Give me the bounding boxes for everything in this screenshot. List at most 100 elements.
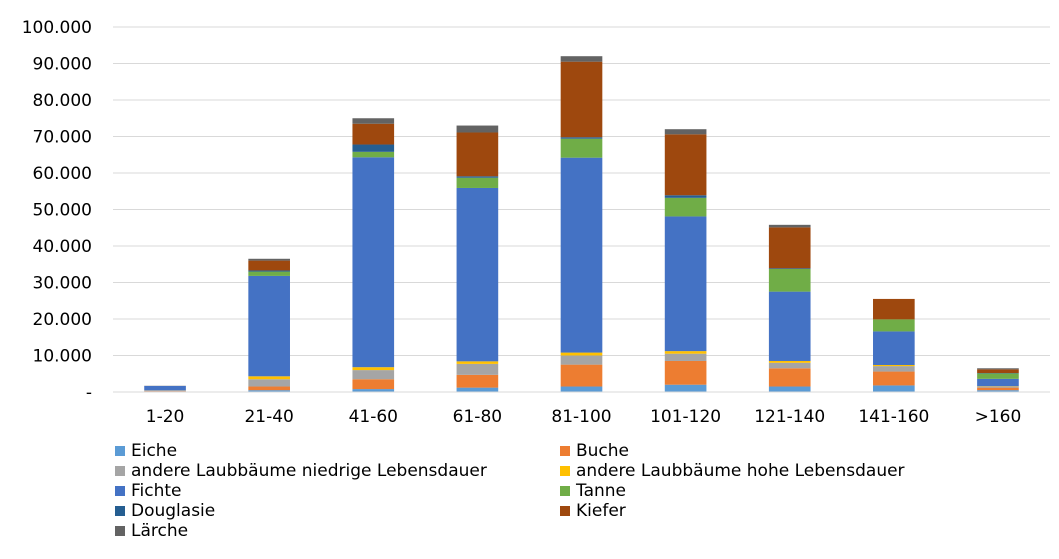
legend-item: Kiefer [560,501,626,521]
bar-segment-andere-laubbäume-hohe-lebensdauer-3 [456,361,499,364]
legend-item: Douglasie [115,501,215,521]
legend-swatch [115,526,125,536]
bar-segment-kiefer-6 [768,227,811,269]
bar-segment-eiche-3 [456,387,499,392]
legend-label: Douglasie [131,501,216,521]
bar-segment-buche-8 [977,387,1019,391]
bar-segment-fichte-2 [352,157,395,368]
bar-segment-andere-laubbäume-hohe-lebensdauer-5 [664,351,707,354]
bar-segment-fichte-7 [873,331,915,365]
bar-segment-lärche-1 [248,258,290,261]
bar-segment-andere-laubbäume-hohe-lebensdauer-6 [768,360,811,363]
bar-segment-andere-laubbäume-niedrige-lebensdauer-4 [560,355,603,365]
y-tick-label: 90.000 [33,55,92,75]
bar-segment-fichte-3 [456,187,499,362]
bar-segment-kiefer-2 [352,123,395,145]
bar-segment-tanne-1 [248,271,290,276]
bar-segment-douglasie-3 [456,176,499,178]
bar-segment-andere-laubbäume-niedrige-lebensdauer-2 [352,370,395,380]
y-tick-label: 70.000 [33,128,92,148]
bar-segment-buche-2 [352,379,395,390]
bar-segment-buche-3 [456,374,499,388]
bar-segment-eiche-2 [352,389,395,392]
y-axis-ticks: - 10.000 20.000 30.000 40.000 50.000 60.000 70.… [22,18,92,403]
bar-segment-tanne-5 [664,197,707,217]
x-tick-label: 101-120 [650,407,721,427]
bar-segment-andere-laubbäume-hohe-lebensdauer-1 [248,376,290,380]
y-tick-label: 50.000 [33,201,92,221]
bar-segment-buche-5 [664,360,707,385]
y-tick-label: 40.000 [33,237,92,257]
y-tick-label: 30.000 [33,274,92,294]
bar-segment-lärche-8 [977,368,1019,370]
bar-segment-andere-laubbäume-niedrige-lebensdauer-7 [873,366,915,372]
legend-swatch [560,486,570,496]
bar-segment-lärche-4 [560,56,603,62]
legend-label: Kiefer [576,501,626,521]
bar-segment-kiefer-7 [873,298,915,320]
x-tick-label: 121-140 [754,407,825,427]
y-tick-label: 80.000 [33,91,92,111]
bar-segment-lärche-2 [352,118,395,124]
y-tick-label: 10.000 [33,347,92,367]
bar-segment-douglasie-6 [768,268,811,269]
bar-segment-douglasie-4 [560,137,603,139]
bar-segment-fichte-4 [560,157,603,353]
x-tick-label: 61-80 [453,407,502,427]
legend-item: Fichte [115,481,182,501]
y-tick-label: 20.000 [33,310,92,330]
bar-segment-andere-laubbäume-hohe-lebensdauer-7 [873,364,915,367]
legend-label: Tanne [576,481,626,501]
stacked-bar-chart: - 10.000 20.000 30.000 40.000 50.000 60.000 70.… [22,18,1050,427]
bar-segment-andere-laubbäume-niedrige-lebensdauer-3 [456,363,499,375]
x-tick-label: 141-160 [858,407,929,427]
legend-label: Lärche [131,521,189,541]
bar-segment-tanne-6 [768,268,811,292]
bar-segment-tanne-7 [873,319,915,332]
bar-segment-buche-7 [873,371,915,386]
x-axis-ticks: 1-20 21-40 41-60 61-80 81-100 101-120 121-140 1… [146,407,1022,427]
bar-segment-andere-laubbäume-niedrige-lebensdauer-5 [664,353,707,361]
bar-segment-buche-4 [560,364,603,387]
bar-segment-douglasie-2 [352,144,395,152]
bar-segment-eiche-4 [560,386,603,392]
bar-segment-kiefer-5 [664,134,707,196]
bar-segment-andere-laubbäume-hohe-lebensdauer-4 [560,352,603,356]
bar-segment-fichte-1 [248,275,290,377]
bar-segment-kiefer-3 [456,132,499,177]
bar-segment-lärche-6 [768,224,811,228]
bar-segment-eiche-1 [248,390,290,392]
bar-segment-douglasie-1 [248,270,290,272]
legend-item: Lärche [115,521,188,541]
bar-segment-fichte-0 [144,385,186,391]
legend-item: Tanne [560,481,626,501]
bar-segment-kiefer-4 [560,61,603,138]
bar-segment-kiefer-8 [977,369,1019,374]
bar-segment-buche-6 [768,368,811,387]
bar-segment-douglasie-5 [664,195,707,198]
bars [144,56,1019,392]
bar-segment-eiche-7 [873,385,915,392]
bar-segment-tanne-8 [977,373,1019,379]
legend-swatch [560,506,570,516]
bar-segment-fichte-6 [768,291,811,361]
y-tick-label: 100.000 [22,18,92,38]
x-tick-label: 1-20 [146,407,185,427]
legend-swatch [115,486,125,496]
bar-segment-tanne-3 [456,177,499,188]
legend-label: Fichte [131,481,182,501]
bar-segment-lärche-5 [664,129,707,135]
bar-segment-fichte-8 [977,378,1019,387]
bar-segment-fichte-5 [664,216,707,352]
bar-segment-andere-laubbäume-niedrige-lebensdauer-6 [768,362,811,369]
bar-segment-eiche-8 [977,390,1019,392]
x-tick-label: 41-60 [349,407,398,427]
bar-segment-buche-1 [248,386,290,391]
y-tick-label: 60.000 [33,164,92,184]
x-tick-label: 21-40 [244,407,293,427]
x-tick-label: >160 [975,407,1022,427]
y-tick-label: - [86,383,92,403]
bar-segment-eiche-5 [664,384,707,392]
bar-segment-tanne-2 [352,151,395,158]
bar-segment-andere-laubbäume-hohe-lebensdauer-2 [352,367,395,371]
